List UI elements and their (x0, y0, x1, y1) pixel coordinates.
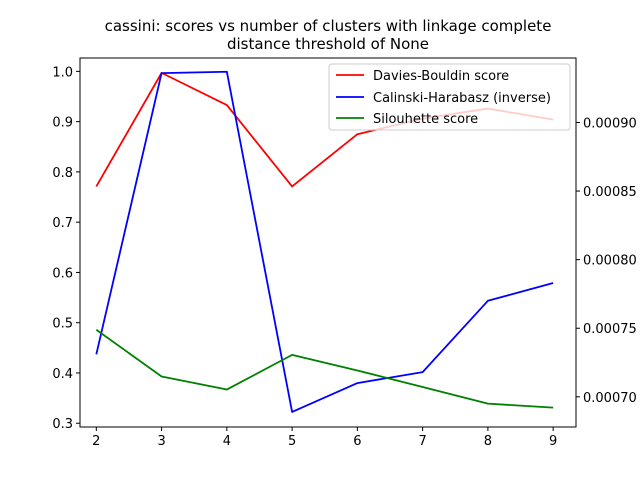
series-line-calinski-harabasz-inverse (95, 70, 554, 413)
left-tick-label: 0.6 (52, 266, 73, 281)
x-tick-label: 9 (549, 434, 557, 449)
x-tick-label: 8 (484, 434, 492, 449)
x-tick-label: 6 (353, 434, 361, 449)
chart-subtitle: distance threshold of None (227, 35, 429, 53)
right-y-axis: 0.00070 0.00075 0.00080 0.00085 0.00090 (576, 116, 637, 406)
x-tick-label: 7 (418, 434, 426, 449)
legend: Davies-Bouldin score Calinski-Harabasz (… (328, 63, 571, 131)
left-tick-label: 0.9 (52, 116, 73, 131)
series-line-silouhette-score (95, 329, 554, 409)
right-tick-label: 0.00070 (583, 391, 637, 406)
legend-label-davies-bouldin: Davies-Bouldin score (373, 69, 509, 84)
legend-label-silouhette: Silouhette score (373, 112, 478, 127)
left-tick-label: 1.0 (52, 65, 73, 80)
right-tick-label: 0.00090 (583, 116, 637, 131)
legend-label-calinski-harabasz: Calinski-Harabasz (inverse) (373, 91, 551, 106)
left-tick-label: 0.3 (52, 417, 73, 432)
left-tick-label: 0.4 (52, 367, 73, 382)
right-tick-label: 0.00085 (583, 185, 637, 200)
x-tick-label: 3 (157, 434, 165, 449)
x-tick-label: 5 (288, 434, 296, 449)
right-tick-label: 0.00075 (583, 322, 637, 337)
plot-frame (79, 57, 577, 428)
x-axis: 2 3 4 5 6 7 8 9 (92, 427, 557, 449)
x-tick-label: 2 (92, 434, 100, 449)
left-tick-label: 0.7 (52, 216, 73, 231)
left-y-axis: 0.3 0.4 0.5 0.6 0.7 0.8 0.9 1.0 (52, 65, 80, 432)
x-tick-label: 4 (223, 434, 231, 449)
legend-box (328, 63, 571, 131)
right-tick-label: 0.00080 (583, 254, 637, 269)
chart-title: cassini: scores vs number of clusters wi… (105, 17, 552, 35)
left-tick-label: 0.5 (52, 317, 73, 332)
left-tick-label: 0.8 (52, 166, 73, 181)
